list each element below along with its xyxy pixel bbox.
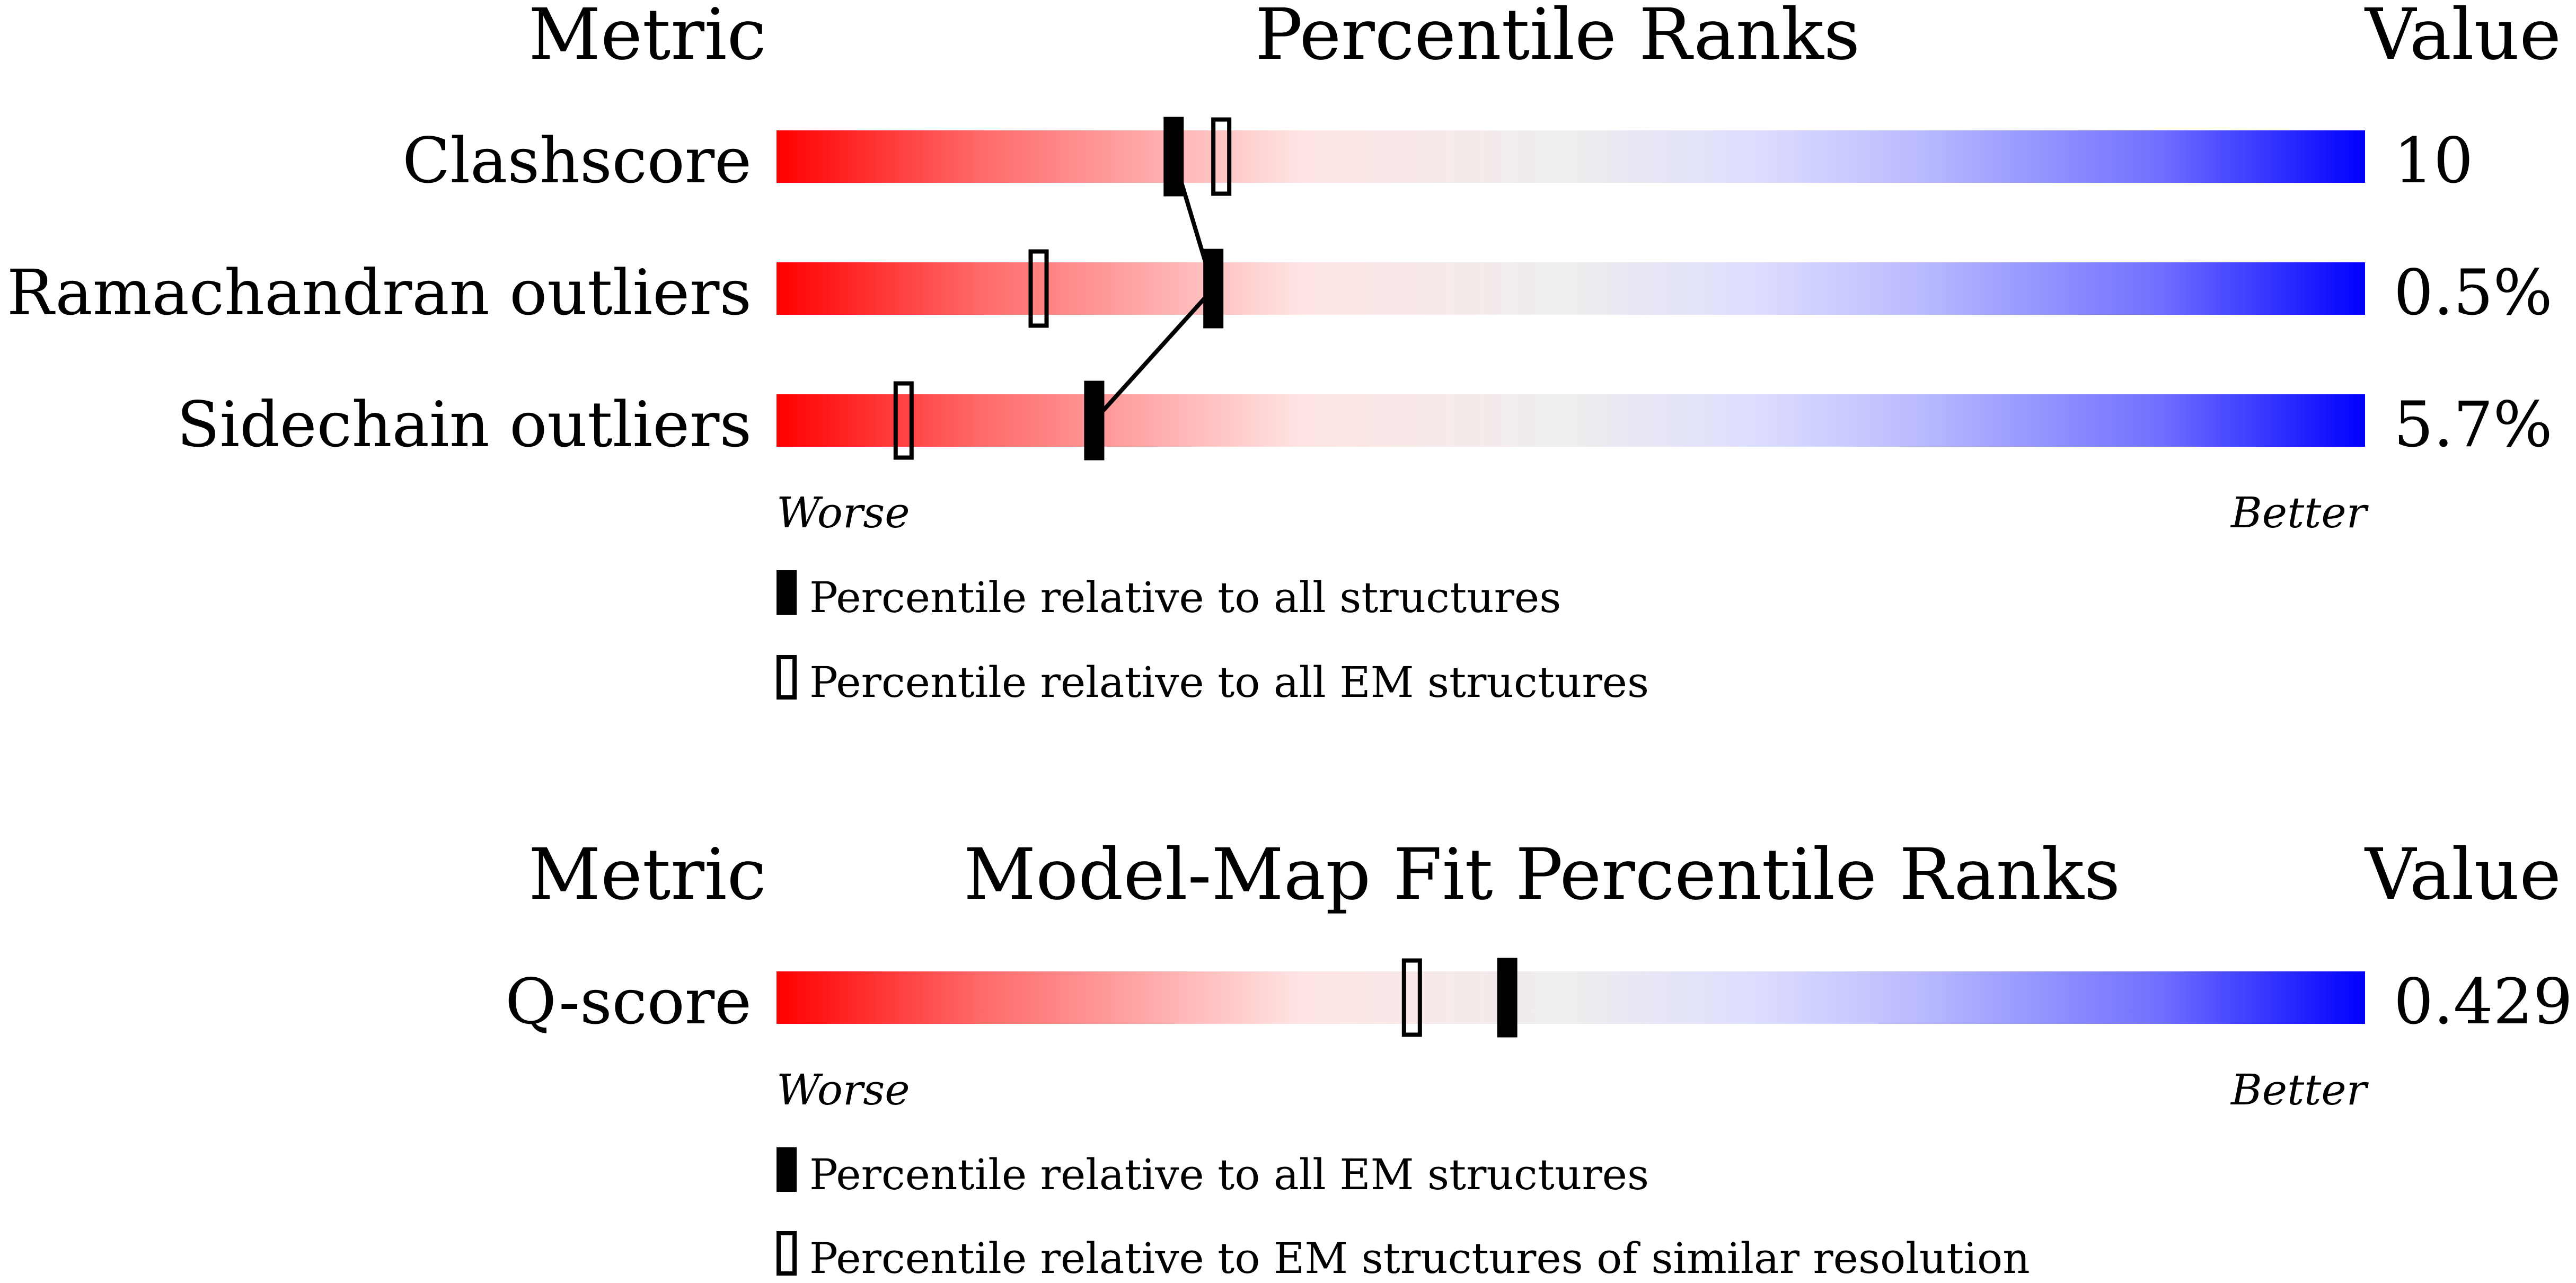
legend-hollow-marker-2 xyxy=(777,1231,797,1276)
legend-hollow-label: Percentile relative to all EM structures xyxy=(809,658,1649,707)
percentile-bar-sidechain xyxy=(777,394,2365,447)
marker-connector-line-0 xyxy=(1092,156,1216,422)
metric-label-ramachandran: Ramachandran outliers xyxy=(6,256,752,329)
value-clashscore: 10 xyxy=(2394,124,2474,197)
legend-filled-marker-2 xyxy=(777,1147,797,1192)
percentile-bar-clashscore xyxy=(777,130,2365,183)
legend-hollow-marker xyxy=(777,655,797,700)
value-qscore: 0.429 xyxy=(2394,965,2573,1038)
marker-hollow-0-1 xyxy=(1028,249,1049,328)
marker-hollow-0-0 xyxy=(1211,117,1232,196)
chart-title: Percentile Ranks xyxy=(1255,0,1860,76)
metric-label-sidechain: Sidechain outliers xyxy=(177,388,752,461)
marker-hollow-0-2 xyxy=(893,381,914,460)
marker-filled-0-2 xyxy=(1084,381,1105,461)
legend-filled-marker xyxy=(777,570,797,615)
value-header-2: Value xyxy=(2365,834,2562,916)
metric-label-qscore: Q-score xyxy=(505,965,752,1038)
marker-filled-1-0 xyxy=(1497,958,1518,1038)
legend-filled-label-2: Percentile relative to all EM structures xyxy=(809,1150,1649,1199)
legend-filled-label: Percentile relative to all structures xyxy=(809,573,1562,622)
value-ramachandran: 0.5% xyxy=(2394,256,2553,329)
marker-filled-0-0 xyxy=(1163,117,1184,197)
better-label: Better xyxy=(2230,488,2367,537)
percentile-bar-qscore xyxy=(777,971,2365,1024)
value-sidechain: 5.7% xyxy=(2394,388,2553,461)
metric-header: Metric xyxy=(528,0,766,76)
legend-hollow-label-2: Percentile relative to EM structures of … xyxy=(809,1234,2030,1283)
better-label-2: Better xyxy=(2230,1065,2367,1114)
marker-filled-0-1 xyxy=(1203,249,1224,329)
metric-header-2: Metric xyxy=(528,834,766,916)
worse-label: Worse xyxy=(777,488,910,537)
marker-hollow-1-0 xyxy=(1401,958,1422,1037)
percentile-bar-ramachandran xyxy=(777,262,2365,315)
chart-title-2: Model-Map Fit Percentile Ranks xyxy=(964,834,2121,916)
worse-label-2: Worse xyxy=(777,1065,910,1114)
value-header: Value xyxy=(2365,0,2562,76)
metric-label-clashscore: Clashscore xyxy=(402,124,752,197)
